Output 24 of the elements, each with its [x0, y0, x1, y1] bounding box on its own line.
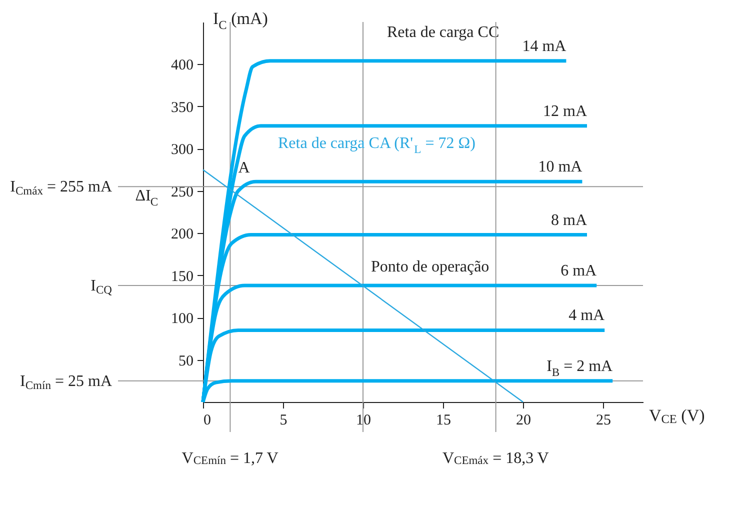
annotation: A [238, 160, 250, 177]
series-label: 10 mA [538, 158, 583, 176]
y-tick-label: 200 [171, 226, 194, 243]
series-label: 8 mA [551, 212, 588, 229]
x-tick-label: 20 [516, 412, 531, 428]
ref-line-label: Reta de carga CC [387, 24, 500, 41]
y-tick-label: 100 [171, 311, 194, 328]
series-label: 12 mA [543, 102, 588, 120]
x-tick-label: 25 [596, 412, 611, 428]
series-label: 6 mA [560, 262, 598, 280]
ref-line-label: VCEmáx = 18,3 V [442, 450, 550, 467]
ref-line-label: VCEmín = 1,7 V [182, 450, 279, 467]
x-tick-label: 5 [280, 412, 288, 428]
y-tick-label: 50 [178, 353, 194, 370]
series-label: 14 mA [522, 38, 567, 55]
y-tick-label: 400 [171, 58, 194, 74]
x-tick-label: 10 [356, 412, 371, 428]
y-tick-label: 350 [171, 100, 194, 116]
y-tick-label: 300 [171, 142, 194, 158]
y-tick-label: 150 [171, 268, 194, 285]
x-tick-label: 0 [204, 412, 211, 428]
x-tick-label: 15 [436, 412, 451, 428]
series-label: 4 mA [568, 307, 606, 324]
annotation: Ponto de operação [371, 258, 490, 276]
